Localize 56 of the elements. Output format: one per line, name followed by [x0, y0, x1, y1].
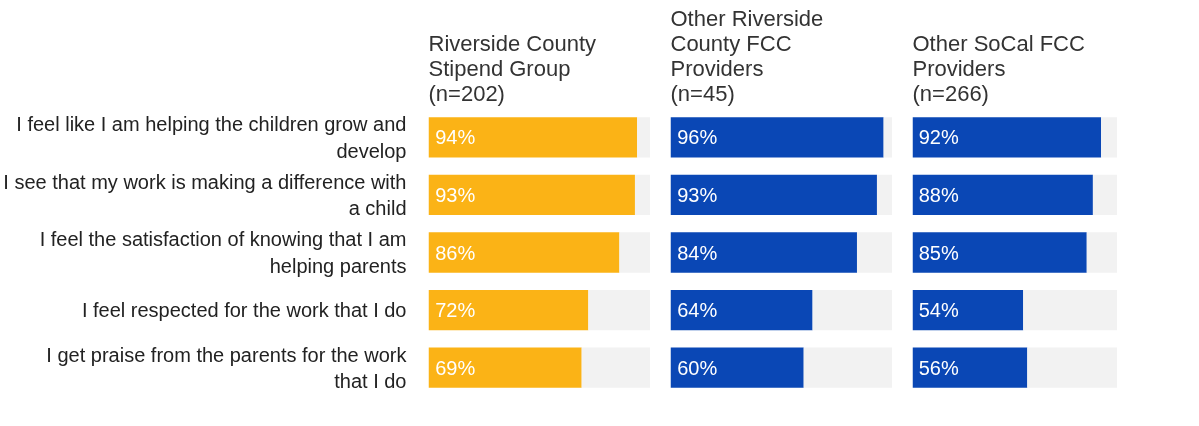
data-label: 92%	[918, 126, 959, 149]
bar	[876, 174, 892, 216]
bar	[428, 232, 620, 273]
data-label: 88%	[918, 183, 959, 206]
bar	[428, 347, 582, 388]
data-label: 94%	[435, 126, 476, 149]
y-tick-label: I feel the satisfaction of knowing that I am helping parents	[39, 228, 407, 277]
data-label: 54%	[918, 299, 959, 322]
y-tick-label: I see that my work is making a difference with a child	[3, 170, 407, 220]
bar	[912, 347, 1028, 388]
bar	[912, 174, 1093, 216]
bar	[581, 347, 650, 388]
data-label: 56%	[918, 356, 959, 379]
bar	[912, 289, 1024, 331]
bar	[883, 117, 892, 158]
chart-title: Other Riverside County FCC Providers	[670, 5, 824, 81]
bar	[670, 117, 884, 158]
bar	[637, 117, 650, 158]
bar	[1023, 289, 1117, 331]
bar	[1101, 117, 1117, 158]
bar	[619, 232, 650, 273]
chart-subtitle: (n=45)	[670, 80, 735, 106]
bar	[803, 347, 892, 388]
data-label: 60%	[677, 356, 718, 379]
chart-subtitle: (n=202)	[428, 80, 505, 106]
chart-title: Other SoCal FCC Providers	[912, 30, 1085, 81]
bar	[1027, 347, 1117, 388]
chart-subtitle: (n=266)	[912, 80, 989, 106]
bar	[428, 289, 589, 331]
bar	[670, 347, 804, 388]
bar	[812, 289, 892, 331]
data-label: 93%	[677, 183, 718, 206]
data-label: 84%	[677, 241, 718, 264]
data-label: 96%	[677, 126, 718, 149]
y-tick-label: I get praise from the parents for the work that I do	[46, 343, 408, 392]
bar	[588, 289, 650, 331]
data-label: 72%	[435, 299, 476, 322]
bar	[670, 174, 877, 216]
bar	[670, 289, 813, 331]
data-label: 85%	[918, 241, 959, 264]
bar	[856, 232, 892, 273]
bar	[912, 117, 1102, 158]
bar	[1092, 174, 1117, 216]
y-tick-label: I feel like I am helping the children grow and develop	[16, 113, 407, 162]
bar	[912, 232, 1087, 273]
y-tick-label: I feel respected for the work that I do	[81, 299, 407, 322]
chart-title: Riverside County Stipend Group	[428, 30, 597, 81]
bar	[634, 174, 650, 216]
bar	[670, 232, 857, 273]
data-label: 86%	[435, 241, 476, 264]
data-label: 69%	[435, 356, 476, 379]
data-label: 93%	[435, 183, 476, 206]
bar	[428, 117, 638, 158]
data-label: 64%	[677, 299, 718, 322]
bar	[428, 174, 635, 216]
bar	[1086, 232, 1117, 273]
